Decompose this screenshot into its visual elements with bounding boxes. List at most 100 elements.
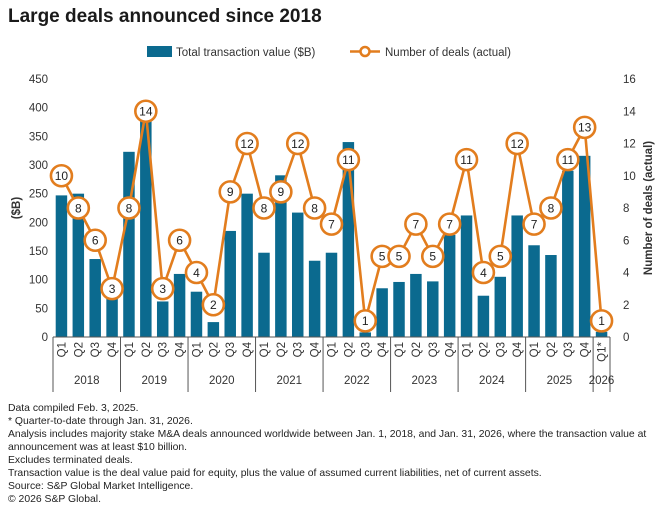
deal-marker	[83, 228, 107, 253]
quarter-tick-label: Q3	[293, 342, 305, 357]
footnote-definition: Transaction value is the deal value paid…	[8, 468, 542, 479]
quarter-tick-label: Q1	[529, 342, 541, 357]
footnotes: Data compiled Feb. 3, 2025. * Quarter-to…	[8, 402, 653, 506]
deal-count-label: 12	[510, 137, 524, 151]
bar	[562, 170, 574, 337]
deal-marker	[522, 212, 546, 236]
deal-count-label: 3	[159, 282, 166, 296]
quarter-tick-label: Q1	[124, 342, 136, 357]
deal-count-label: 8	[311, 201, 318, 215]
deal-count-label: 11	[342, 153, 355, 167]
chart-title: Large deals announced since 2018	[8, 6, 322, 27]
deal-marker	[150, 276, 175, 301]
bar	[241, 193, 253, 337]
footnote-excludes: Excludes terminated deals.	[8, 455, 133, 466]
quarter-tick-label: Q3	[158, 342, 170, 357]
quarter-tick-label: Q3	[563, 342, 575, 357]
year-label: 2025	[547, 375, 573, 387]
bar	[258, 252, 270, 337]
deal-count-label: 8	[261, 201, 268, 215]
left-tick-label: 400	[29, 103, 48, 115]
bar	[55, 195, 68, 337]
quarter-tick-label: Q4	[310, 341, 322, 357]
deal-marker	[66, 196, 91, 220]
deal-count-label: 7	[413, 217, 420, 231]
deal-marker	[572, 115, 597, 140]
quarter-tick-label: Q3	[428, 342, 440, 357]
quarter-tick-label: Q4	[242, 341, 254, 357]
bar	[89, 259, 101, 337]
bar	[224, 230, 236, 337]
deal-marker	[420, 244, 445, 269]
bar	[140, 119, 152, 337]
year-label: 2018	[74, 375, 100, 387]
bar	[578, 155, 591, 337]
quarter-tick-label: Q4	[580, 341, 592, 357]
deal-count-label: 10	[55, 169, 69, 183]
quarter-tick-label: Q2	[208, 342, 220, 357]
quarter-tick-label: Q2	[343, 342, 355, 357]
deal-count-label: 9	[227, 185, 234, 199]
deal-marker	[218, 180, 243, 204]
deal-count-label: 7	[446, 217, 453, 231]
bar	[308, 260, 321, 337]
bar	[376, 288, 388, 337]
deal-marker	[454, 147, 479, 172]
deal-marker	[539, 196, 563, 220]
legend-bar-swatch	[147, 46, 172, 57]
left-tick-label: 100	[29, 275, 48, 287]
year-label: 2022	[344, 375, 370, 387]
quarter-tick-label: Q4	[377, 341, 389, 357]
bar	[207, 322, 220, 337]
footnote-compiled: Data compiled Feb. 3, 2025.	[8, 403, 139, 414]
deal-count-label: 5	[497, 250, 504, 264]
deal-count-label: 6	[92, 234, 99, 248]
deal-count-label: 14	[139, 105, 153, 119]
deal-marker	[167, 228, 192, 253]
deal-marker	[201, 292, 226, 317]
bar	[528, 245, 540, 337]
legend-line-marker	[359, 45, 371, 58]
deal-marker	[252, 196, 276, 220]
deal-count-label: 11	[562, 153, 575, 167]
legend-line-label: Number of deals (actual)	[385, 47, 511, 59]
bar	[106, 292, 118, 337]
footnote-qtd: * Quarter-to-date through Jan. 31, 2026.	[8, 416, 193, 427]
quarter-tick-label: Q2	[411, 342, 423, 357]
deal-marker	[184, 260, 209, 285]
bar	[325, 252, 338, 337]
quarter-tick-label: Q1	[327, 342, 339, 357]
right-tick-label: 12	[623, 139, 636, 151]
quarter-tick-label: Q4	[512, 341, 524, 357]
deal-marker	[285, 131, 310, 156]
deal-count-label: 9	[278, 185, 285, 199]
bar	[477, 295, 490, 337]
deal-marker	[319, 212, 344, 236]
deal-count-label: 7	[531, 217, 538, 231]
right-tick-label: 6	[623, 235, 629, 247]
quarter-tick-label: Q2	[276, 342, 288, 357]
footnote-analysis: Analysis includes majority stake M&A dea…	[8, 429, 647, 453]
year-label: 2024	[479, 375, 505, 387]
bar	[545, 255, 557, 337]
bar	[460, 215, 473, 337]
deal-marker	[437, 212, 462, 236]
deal-marker	[589, 309, 614, 333]
bar	[123, 151, 135, 337]
deal-count-label: 12	[291, 137, 305, 151]
bar	[393, 281, 405, 337]
left-tick-label: 350	[29, 131, 48, 143]
left-tick-label: 50	[35, 303, 48, 315]
deal-marker	[353, 309, 378, 333]
deal-count-label: 5	[396, 250, 403, 264]
deal-count-label: 2	[210, 298, 217, 312]
deal-marker	[269, 180, 293, 204]
deal-marker	[100, 276, 124, 301]
quarter-tick-label: Q2	[141, 342, 153, 357]
right-tick-label: 14	[623, 106, 636, 118]
footnote-copyright: © 2026 S&P Global.	[8, 494, 101, 505]
year-label: 2026	[589, 375, 615, 387]
quarter-tick-label: Q4	[445, 341, 457, 357]
legend-bar-label: Total transaction value ($B)	[176, 47, 316, 59]
deal-marker	[134, 99, 158, 124]
